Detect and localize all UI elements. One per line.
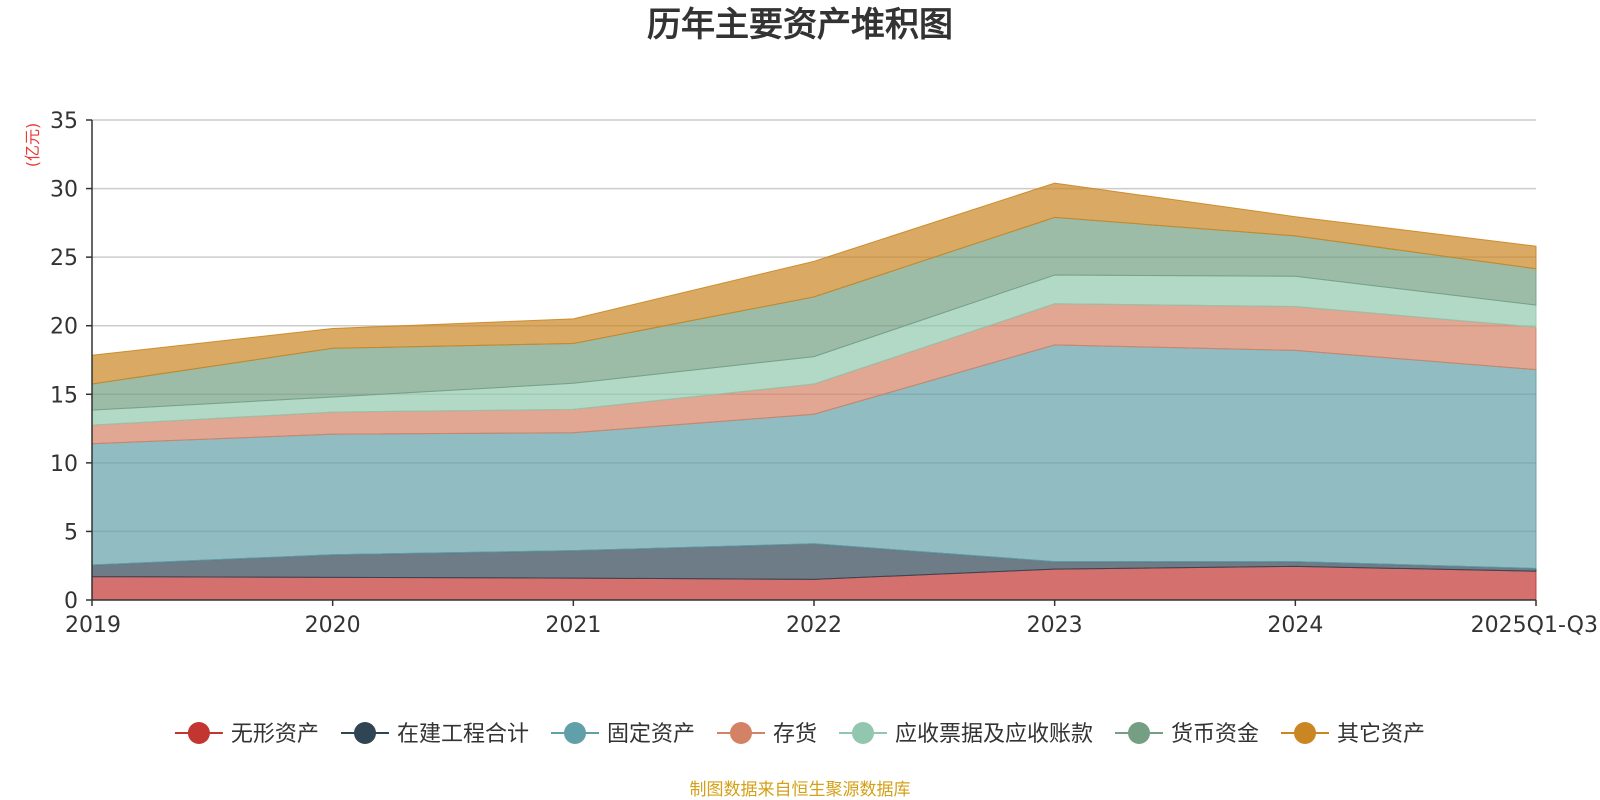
y-axis-unit-label: (亿元)	[23, 123, 42, 168]
legend-label: 无形资产	[231, 722, 319, 747]
legend-label: 应收票据及应收账款	[895, 722, 1093, 747]
y-tick-label: 15	[50, 383, 78, 408]
y-tick-label: 5	[64, 520, 78, 545]
x-tick-label: 2025Q1-Q3	[1471, 613, 1598, 638]
y-tick-label: 30	[50, 178, 78, 203]
data-source-note: 制图数据来自恒生聚源数据库	[690, 780, 911, 800]
legend-item-7[interactable]: 其它资产	[1281, 722, 1425, 747]
legend-circle-marker	[187, 722, 210, 744]
x-tick-label: 2022	[786, 613, 842, 638]
legend-label: 在建工程合计	[397, 722, 529, 747]
legend-label: 存货	[773, 722, 817, 747]
legend-label: 货币资金	[1171, 722, 1259, 747]
legend-item-3[interactable]: 固定资产	[551, 722, 695, 747]
y-tick-label: 10	[50, 452, 78, 477]
y-tick-label: 0	[64, 589, 78, 614]
legend-circle-marker	[564, 722, 586, 744]
area-series-group	[91, 182, 1537, 601]
legend-label: 固定资产	[607, 722, 695, 747]
y-tick-label: 25	[50, 246, 78, 271]
legend-circle-marker	[1128, 722, 1150, 744]
legend-circle-marker	[354, 722, 376, 744]
x-tick-label: 2021	[545, 613, 601, 638]
x-tick-label: 2023	[1027, 613, 1083, 638]
axes: 0 5 10 15 20 25 30 35 2019 2020 2021 2022 2023 2024 20…	[50, 109, 1598, 638]
legend-item-1[interactable]: 无形资产	[174, 722, 319, 747]
legend: 无形资产 在建工程合计 固定资产 存货 应收票据及应收账款 货币资金 其它资产	[174, 722, 1425, 747]
legend-item-5[interactable]: 应收票据及应收账款	[839, 722, 1093, 747]
legend-circle-marker	[1294, 722, 1316, 744]
x-tick-label: 2019	[65, 613, 121, 638]
x-tick-label: 2020	[305, 613, 361, 638]
legend-item-2[interactable]: 在建工程合计	[341, 722, 529, 747]
x-tick-label: 2024	[1267, 613, 1323, 638]
legend-circle-marker	[852, 722, 874, 744]
legend-label: 其它资产	[1337, 722, 1425, 747]
chart-title: 历年主要资产堆积图	[647, 5, 953, 45]
y-tick-label: 35	[50, 109, 78, 134]
area-series-7	[91, 182, 1537, 385]
legend-item-6[interactable]: 货币资金	[1115, 722, 1259, 747]
y-tick-label: 20	[50, 315, 78, 340]
legend-circle-marker	[730, 722, 752, 744]
legend-item-4[interactable]: 存货	[717, 722, 817, 747]
